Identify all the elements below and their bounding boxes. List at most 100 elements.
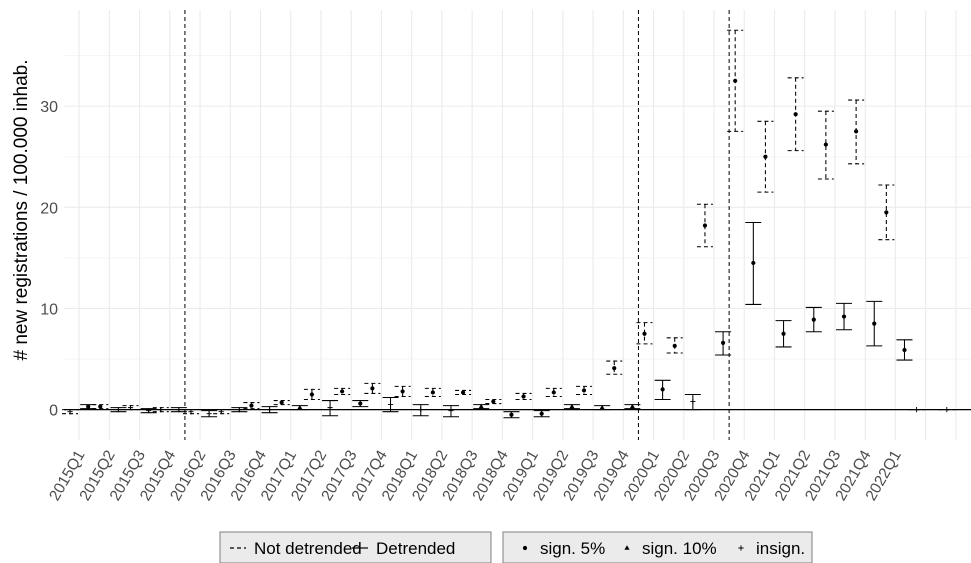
error-bar <box>896 339 913 361</box>
point-sign-10 <box>478 403 484 409</box>
point-sign-5 <box>249 403 254 408</box>
error-bar <box>745 221 762 305</box>
point-sign-5 <box>872 321 877 326</box>
error-bar <box>866 300 883 347</box>
point-sign-5 <box>358 401 363 406</box>
error-bar <box>684 393 701 411</box>
error-bar <box>594 404 611 411</box>
point-sign-5 <box>612 366 617 371</box>
point-sign-5 <box>279 400 284 405</box>
legend-label: Not detrended <box>254 539 362 558</box>
error-bar <box>805 306 822 333</box>
error-bar <box>122 405 139 411</box>
error-bar <box>908 407 925 413</box>
error-bar <box>382 396 399 413</box>
point-insign <box>115 407 122 413</box>
error-bar <box>140 408 157 414</box>
point-insign <box>913 407 920 413</box>
error-bar <box>817 110 834 180</box>
error-bar <box>848 99 865 165</box>
point-insign <box>67 409 73 415</box>
y-tick-label: 20 <box>40 200 58 217</box>
point-sign-5 <box>720 340 726 345</box>
error-bar <box>545 387 562 398</box>
error-bar <box>715 331 732 356</box>
plus-icon <box>738 545 744 551</box>
error-bar <box>291 404 308 411</box>
error-bar <box>231 407 248 413</box>
error-bar <box>606 360 623 375</box>
error-bar <box>666 337 683 354</box>
point-insign <box>448 408 454 414</box>
point-sign-5 <box>509 412 514 417</box>
point-sign-5 <box>521 394 526 399</box>
data-marks <box>62 29 955 419</box>
point-insign <box>158 407 164 413</box>
y-axis-label: # new registrations / 100.000 inhab. <box>11 59 32 360</box>
reference-lines <box>184 10 730 440</box>
point-sign-5 <box>642 331 647 336</box>
point-sign-5 <box>86 404 91 409</box>
point-sign-10 <box>569 403 575 409</box>
error-bar <box>394 385 411 398</box>
error-bar <box>170 407 187 413</box>
point-sign-10 <box>297 404 303 410</box>
point-insign <box>944 407 950 413</box>
point-insign <box>266 407 273 413</box>
error-bar <box>878 184 895 241</box>
error-bar <box>322 400 339 417</box>
error-bar <box>412 404 429 417</box>
error-bar <box>213 409 230 415</box>
error-bar <box>775 320 792 348</box>
error-bar <box>473 403 490 410</box>
error-bar <box>92 404 109 410</box>
point-sign-5 <box>884 210 889 215</box>
grid <box>64 10 971 440</box>
error-bar <box>110 407 127 413</box>
error-bar <box>563 403 580 410</box>
error-bar <box>261 406 278 414</box>
error-bar <box>576 385 593 395</box>
error-bar <box>352 400 369 408</box>
point-sign-5 <box>581 388 587 393</box>
series-detrended <box>80 221 913 419</box>
point-sign-5 <box>370 386 375 391</box>
point-sign-5 <box>751 260 756 266</box>
triangle-icon <box>624 545 630 550</box>
point-sign-5 <box>823 142 828 147</box>
point-sign-5 <box>660 387 665 392</box>
point-insign <box>176 407 182 413</box>
y-tick-label: 10 <box>40 301 58 318</box>
legend-label: insign. <box>756 539 805 558</box>
point-sign-5 <box>902 347 907 353</box>
error-bar <box>442 405 459 418</box>
point-sign-5 <box>702 223 708 228</box>
point-sign-5 <box>551 390 556 395</box>
legend-label: sign. 10% <box>642 539 717 558</box>
point-sign-10 <box>599 404 605 410</box>
error-bar <box>62 409 79 415</box>
point-sign-5 <box>781 331 786 336</box>
point-insign <box>206 411 212 417</box>
dot-icon <box>522 545 528 551</box>
error-bar <box>787 77 804 152</box>
point-insign <box>127 405 134 411</box>
error-bar <box>80 404 97 410</box>
legend-label: sign. 5% <box>540 539 605 558</box>
error-bar <box>485 399 502 405</box>
error-bar <box>424 387 441 398</box>
point-insign <box>690 398 696 405</box>
point-sign-5 <box>763 154 768 159</box>
error-bar <box>364 382 381 394</box>
error-bar <box>836 302 853 331</box>
point-insign <box>418 407 424 413</box>
point-insign <box>188 409 194 415</box>
point-sign-5 <box>854 129 859 134</box>
point-sign-5 <box>811 317 816 322</box>
point-sign-5 <box>491 399 496 404</box>
point-sign-5 <box>672 343 677 349</box>
point-insign <box>236 407 242 413</box>
legend-linetype: Not detrended Detrended <box>219 531 492 563</box>
y-tick-label: 0 <box>49 403 58 420</box>
